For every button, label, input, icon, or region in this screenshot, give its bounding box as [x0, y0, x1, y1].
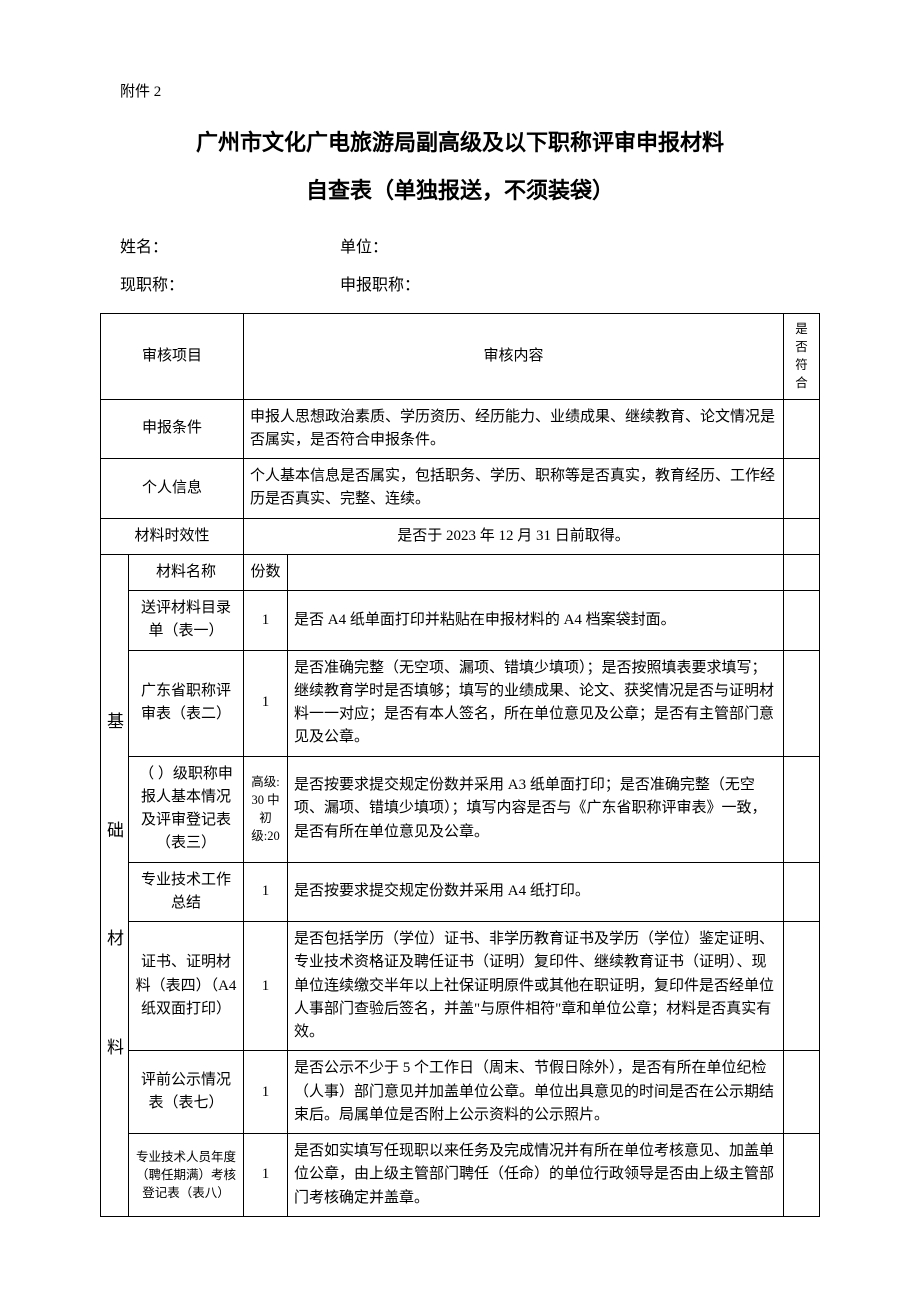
material-copies-2: 高级: 30 中初级:20	[244, 756, 288, 862]
material-row-2: （ ）级职称申报人基本情况及评审登记表（表三） 高级: 30 中初级:20 是否…	[101, 756, 820, 862]
row-material-validity: 材料时效性 是否于 2023 年 12 月 31 日前取得。	[101, 518, 820, 554]
subheader-material-name: 材料名称	[129, 554, 244, 590]
subheader-copies: 份数	[244, 554, 288, 590]
material-copies-4: 1	[244, 922, 288, 1051]
material-name-3: 专业技术工作总结	[129, 862, 244, 922]
info-row-2: 现职称： 申报职称：	[100, 271, 820, 295]
material-check-1[interactable]	[784, 650, 820, 756]
material-content-1: 是否准确完整（无空项、漏项、错填少填项）；是否按照填表要求填写；继续教育学时是否…	[288, 650, 784, 756]
material-copies-0: 1	[244, 591, 288, 651]
header-conform: 是否符合	[784, 314, 820, 400]
subheader-check-blank	[784, 554, 820, 590]
material-copies-3: 1	[244, 862, 288, 922]
material-content-3: 是否按要求提交规定份数并采用 A4 纸打印。	[288, 862, 784, 922]
header-row: 审核项目 审核内容 是否符合	[101, 314, 820, 400]
self-check-table: 审核项目 审核内容 是否符合 申报条件 申报人思想政治素质、学历资历、经历能力、…	[100, 313, 820, 1217]
material-row-6: 专业技术人员年度（聘任期满）考核登记表（表八） 1 是否如实填写任现职以来任务及…	[101, 1134, 820, 1217]
subheader-content-blank	[288, 554, 784, 590]
name-label: 姓名：	[120, 233, 340, 257]
current-title-label: 现职称：	[120, 271, 340, 295]
material-copies-5: 1	[244, 1051, 288, 1134]
apply-condition-content: 申报人思想政治素质、学历资历、经历能力、业绩成果、继续教育、论文情况是否属实，是…	[244, 399, 784, 459]
unit-label: 单位：	[340, 233, 540, 257]
header-audit-content: 审核内容	[244, 314, 784, 400]
material-copies-1: 1	[244, 650, 288, 756]
personal-info-label: 个人信息	[101, 459, 244, 519]
material-row-5: 评前公示情况表（表七） 1 是否公示不少于 5 个工作日（周末、节假日除外），是…	[101, 1051, 820, 1134]
header-audit-item: 审核项目	[101, 314, 244, 400]
material-check-4[interactable]	[784, 922, 820, 1051]
material-name-6: 专业技术人员年度（聘任期满）考核登记表（表八）	[129, 1134, 244, 1217]
material-row-0: 送评材料目录单（表一） 1 是否 A4 纸单面打印并粘贴在申报材料的 A4 档案…	[101, 591, 820, 651]
material-row-3: 专业技术工作总结 1 是否按要求提交规定份数并采用 A4 纸打印。	[101, 862, 820, 922]
material-name-0: 送评材料目录单（表一）	[129, 591, 244, 651]
personal-info-check[interactable]	[784, 459, 820, 519]
material-row-4: 证书、证明材料（表四）（A4 纸双面打印） 1 是否包括学历（学位）证书、非学历…	[101, 922, 820, 1051]
apply-condition-check[interactable]	[784, 399, 820, 459]
material-check-0[interactable]	[784, 591, 820, 651]
row-personal-info: 个人信息 个人基本信息是否属实，包括职务、学历、职称等是否真实，教育经历、工作经…	[101, 459, 820, 519]
apply-title-label: 申报职称：	[340, 271, 540, 295]
material-name-1: 广东省职称评审表（表二）	[129, 650, 244, 756]
material-name-2: （ ）级职称申报人基本情况及评审登记表（表三）	[129, 756, 244, 862]
page-title-line1: 广州市文化广电旅游局副高级及以下职称评审申报材料	[100, 125, 820, 157]
material-row-1: 广东省职称评审表（表二） 1 是否准确完整（无空项、漏项、错填少填项）；是否按照…	[101, 650, 820, 756]
group-label: 基础材料	[101, 554, 129, 1216]
material-check-6[interactable]	[784, 1134, 820, 1217]
info-row-1: 姓名： 单位：	[100, 233, 820, 257]
material-validity-check[interactable]	[784, 518, 820, 554]
row-apply-condition: 申报条件 申报人思想政治素质、学历资历、经历能力、业绩成果、继续教育、论文情况是…	[101, 399, 820, 459]
page-title-line2: 自查表（单独报送，不须装袋）	[100, 173, 820, 205]
material-content-4: 是否包括学历（学位）证书、非学历教育证书及学历（学位）鉴定证明、专业技术资格证及…	[288, 922, 784, 1051]
material-content-0: 是否 A4 纸单面打印并粘贴在申报材料的 A4 档案袋封面。	[288, 591, 784, 651]
material-name-5: 评前公示情况表（表七）	[129, 1051, 244, 1134]
apply-condition-label: 申报条件	[101, 399, 244, 459]
material-validity-label: 材料时效性	[101, 518, 244, 554]
row-subheader: 基础材料 材料名称 份数	[101, 554, 820, 590]
material-check-2[interactable]	[784, 756, 820, 862]
attachment-label: 附件 2	[120, 80, 820, 101]
material-content-5: 是否公示不少于 5 个工作日（周末、节假日除外），是否有所在单位纪检（人事）部门…	[288, 1051, 784, 1134]
material-check-5[interactable]	[784, 1051, 820, 1134]
material-name-4: 证书、证明材料（表四）（A4 纸双面打印）	[129, 922, 244, 1051]
material-content-6: 是否如实填写任现职以来任务及完成情况并有所在单位考核意见、加盖单位公章，由上级主…	[288, 1134, 784, 1217]
personal-info-content: 个人基本信息是否属实，包括职务、学历、职称等是否真实，教育经历、工作经历是否真实…	[244, 459, 784, 519]
material-check-3[interactable]	[784, 862, 820, 922]
material-validity-content: 是否于 2023 年 12 月 31 日前取得。	[244, 518, 784, 554]
material-content-2: 是否按要求提交规定份数并采用 A3 纸单面打印；是否准确完整（无空项、漏项、错填…	[288, 756, 784, 862]
material-copies-6: 1	[244, 1134, 288, 1217]
